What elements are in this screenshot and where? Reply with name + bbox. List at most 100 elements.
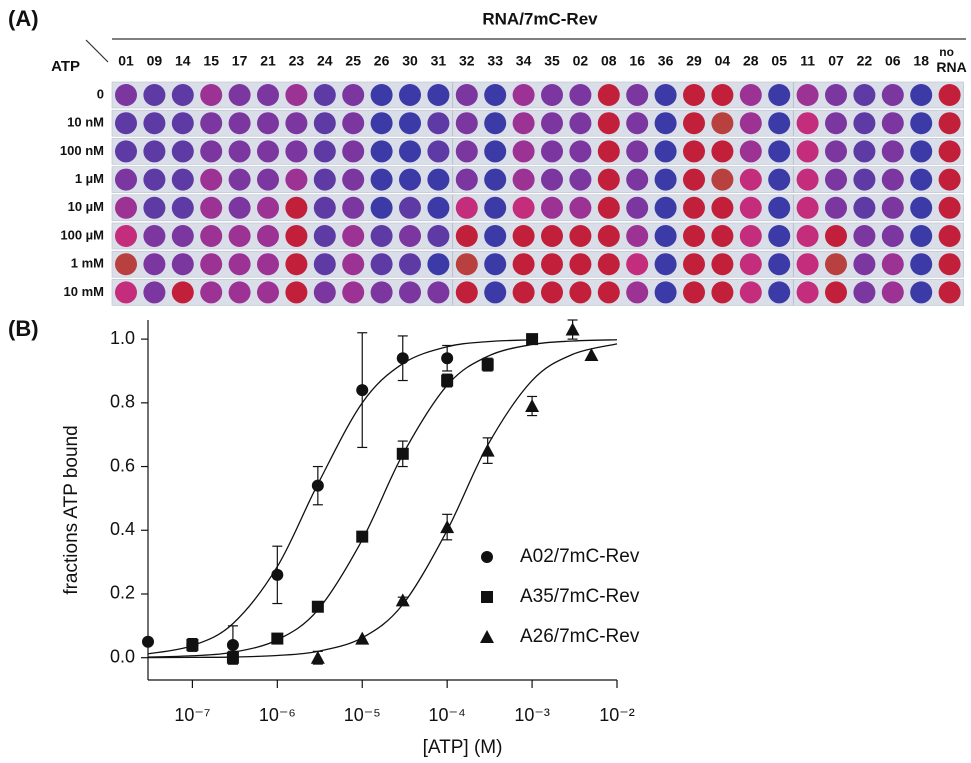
- column-label: 09: [147, 53, 163, 69]
- well: [655, 197, 677, 219]
- well: [143, 112, 165, 134]
- well: [655, 169, 677, 191]
- marker: [397, 448, 409, 460]
- panel-label: (A): [8, 6, 39, 31]
- well: [257, 169, 279, 191]
- well: [910, 253, 932, 275]
- well: [513, 197, 535, 219]
- marker: [356, 384, 368, 396]
- well: [172, 84, 194, 106]
- column-label: 05: [771, 53, 787, 69]
- well: [853, 225, 875, 247]
- figure: (A) RNA/7mC-Rev ATP (B) 010 nM100 nM1 µM…: [0, 0, 971, 763]
- well: [655, 225, 677, 247]
- well: [711, 253, 733, 275]
- column-label: 14: [175, 53, 191, 69]
- legend-marker: [481, 591, 493, 603]
- well: [143, 84, 165, 106]
- well: [598, 84, 620, 106]
- x-tick-label: 10⁻⁷: [174, 705, 210, 725]
- marker: [441, 375, 453, 387]
- x-tick-label: 10⁻³: [514, 705, 550, 725]
- well: [314, 197, 336, 219]
- column-label: 35: [544, 53, 560, 69]
- fit-curve: [148, 344, 617, 658]
- well: [626, 225, 648, 247]
- well: [569, 253, 591, 275]
- column-label: 11: [800, 53, 815, 69]
- marker: [356, 531, 368, 543]
- well: [910, 112, 932, 134]
- well: [115, 197, 137, 219]
- well: [711, 112, 733, 134]
- well: [257, 140, 279, 162]
- well: [143, 225, 165, 247]
- well: [768, 197, 790, 219]
- well: [427, 253, 449, 275]
- well: [910, 225, 932, 247]
- column-label: 17: [232, 53, 248, 69]
- column-label: 21: [260, 53, 276, 69]
- well: [797, 281, 819, 303]
- well: [342, 225, 364, 247]
- well: [200, 197, 222, 219]
- well: [200, 253, 222, 275]
- well: [484, 253, 506, 275]
- well: [484, 112, 506, 134]
- well: [371, 281, 393, 303]
- row-label: 1 mM: [71, 256, 104, 271]
- marker: [227, 639, 239, 651]
- y-tick-label: 0.4: [110, 519, 135, 539]
- well: [683, 281, 705, 303]
- column-label: 29: [686, 53, 702, 69]
- well: [569, 281, 591, 303]
- well: [456, 112, 478, 134]
- well: [598, 253, 620, 275]
- row-label: 10 nM: [67, 115, 104, 130]
- well: [285, 112, 307, 134]
- well: [768, 169, 790, 191]
- well: [541, 281, 563, 303]
- well: [399, 253, 421, 275]
- well: [825, 140, 847, 162]
- well: [683, 140, 705, 162]
- well: [342, 253, 364, 275]
- x-tick-label: 10⁻⁶: [259, 705, 296, 725]
- well: [427, 281, 449, 303]
- column-label: 02: [573, 53, 589, 69]
- well: [115, 169, 137, 191]
- well: [342, 84, 364, 106]
- well: [655, 112, 677, 134]
- well: [939, 169, 961, 191]
- well: [172, 112, 194, 134]
- well: [939, 281, 961, 303]
- column-label: 30: [402, 53, 418, 69]
- well: [655, 281, 677, 303]
- well: [285, 169, 307, 191]
- well: [257, 225, 279, 247]
- well: [541, 112, 563, 134]
- well: [569, 112, 591, 134]
- y-tick-label: 1.0: [110, 328, 135, 348]
- well: [825, 281, 847, 303]
- well: [711, 84, 733, 106]
- well: [314, 112, 336, 134]
- column-label: 33: [487, 53, 503, 69]
- y-tick-label: 0.8: [110, 392, 135, 412]
- well: [825, 253, 847, 275]
- row-band: [794, 167, 964, 193]
- row-label: 100 µM: [60, 227, 104, 242]
- well: [853, 140, 875, 162]
- well: [399, 140, 421, 162]
- well: [172, 281, 194, 303]
- well: [740, 84, 762, 106]
- well: [541, 197, 563, 219]
- well: [882, 140, 904, 162]
- corner-slash: [86, 40, 108, 62]
- column-label: 08: [601, 53, 617, 69]
- well: [200, 140, 222, 162]
- well: [115, 253, 137, 275]
- well: [541, 140, 563, 162]
- well: [371, 140, 393, 162]
- fit-curve: [148, 340, 617, 657]
